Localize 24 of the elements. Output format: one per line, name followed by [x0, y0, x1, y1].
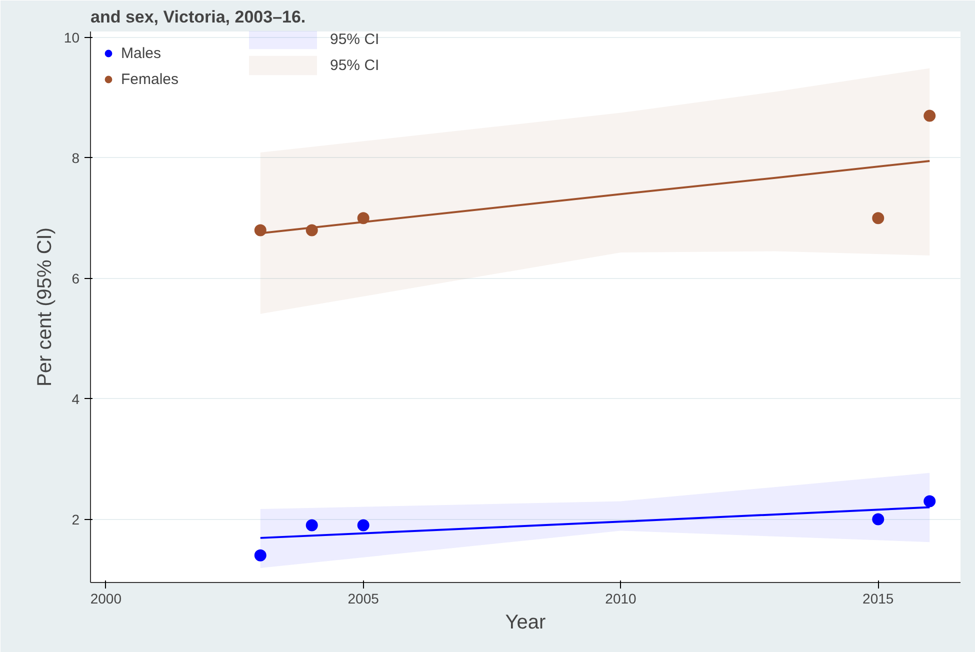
legend-label: Males	[121, 44, 162, 62]
point	[872, 212, 884, 224]
y-tick-label: 2	[72, 511, 80, 528]
x-tick-label: 2010	[605, 590, 637, 606]
legend-label: 95% CI	[330, 30, 380, 48]
x-axis-title: Year	[505, 612, 546, 634]
x-tick-label: 2000	[90, 590, 122, 606]
y-axis-title: Per cent (95% CI)	[34, 228, 56, 386]
point	[306, 519, 318, 532]
x-tick-label: 2005	[348, 590, 380, 606]
point	[924, 110, 936, 122]
chart-title: and sex, Victoria, 2003–16.	[90, 8, 306, 26]
y-tick-label: 8	[72, 150, 80, 166]
legend-label: 95% CI	[330, 56, 380, 74]
point	[254, 224, 266, 236]
point	[924, 495, 936, 508]
x-tick-label: 2015	[862, 590, 894, 606]
y-tick-label: 10	[64, 30, 80, 46]
point	[357, 519, 370, 532]
point	[872, 513, 884, 526]
y-tick-label: 6	[72, 270, 80, 286]
legend-label: Females	[121, 70, 180, 88]
y-tick-label: 4	[72, 390, 80, 407]
point	[254, 549, 266, 562]
